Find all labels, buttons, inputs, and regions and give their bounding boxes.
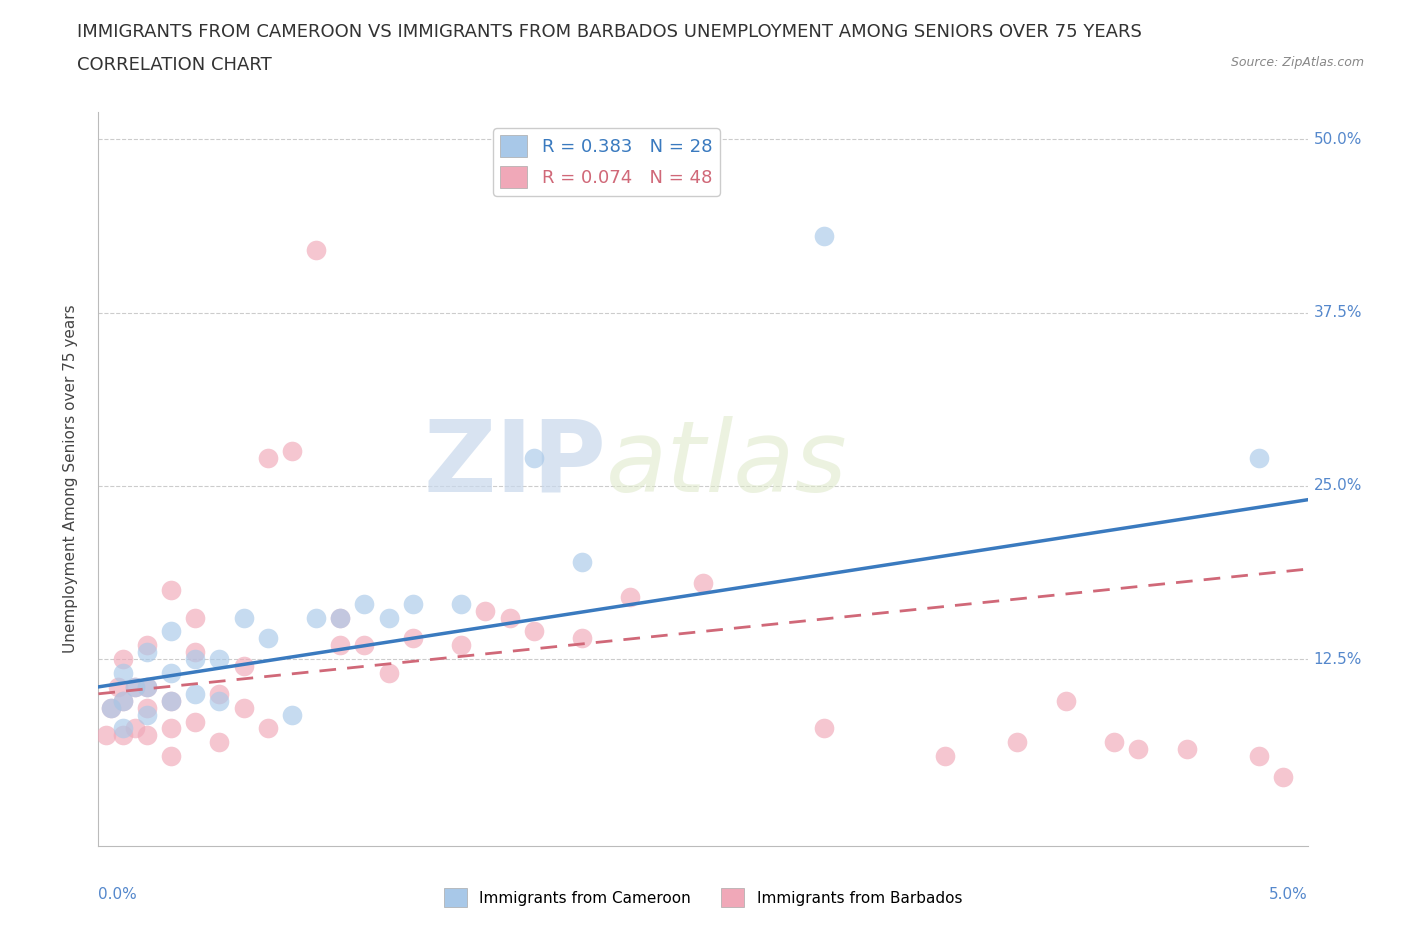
Point bbox=[232, 610, 254, 625]
Point bbox=[100, 700, 122, 715]
Point bbox=[100, 700, 122, 715]
Point bbox=[160, 721, 183, 736]
Point bbox=[135, 707, 157, 722]
Text: Source: ZipAtlas.com: Source: ZipAtlas.com bbox=[1230, 56, 1364, 69]
Point bbox=[160, 582, 183, 597]
Point bbox=[1272, 769, 1295, 784]
Point bbox=[256, 451, 278, 466]
Point bbox=[135, 700, 157, 715]
Point bbox=[353, 638, 375, 653]
Point bbox=[474, 604, 496, 618]
Point bbox=[523, 451, 546, 466]
Point bbox=[281, 707, 304, 722]
Point bbox=[813, 229, 835, 244]
Legend: R = 0.383   N = 28, R = 0.074   N = 48: R = 0.383 N = 28, R = 0.074 N = 48 bbox=[494, 128, 720, 195]
Point bbox=[160, 693, 183, 708]
Point bbox=[124, 721, 146, 736]
Point bbox=[281, 444, 304, 458]
Text: 50.0%: 50.0% bbox=[1313, 132, 1362, 147]
Point bbox=[329, 610, 352, 625]
Point bbox=[160, 693, 183, 708]
Point bbox=[523, 624, 546, 639]
Point bbox=[160, 624, 183, 639]
Point bbox=[111, 721, 134, 736]
Text: 12.5%: 12.5% bbox=[1313, 652, 1362, 667]
Point bbox=[329, 638, 352, 653]
Point bbox=[135, 680, 157, 695]
Point bbox=[107, 680, 129, 695]
Text: 37.5%: 37.5% bbox=[1313, 305, 1362, 320]
Point bbox=[450, 638, 472, 653]
Point bbox=[124, 680, 146, 695]
Point bbox=[692, 576, 714, 591]
Text: CORRELATION CHART: CORRELATION CHART bbox=[77, 56, 273, 73]
Point bbox=[208, 693, 231, 708]
Point bbox=[184, 644, 207, 659]
Point bbox=[111, 693, 134, 708]
Point bbox=[111, 728, 134, 743]
Point bbox=[619, 590, 641, 604]
Point bbox=[184, 610, 207, 625]
Point bbox=[135, 680, 157, 695]
Point bbox=[305, 610, 328, 625]
Point bbox=[571, 631, 593, 645]
Point bbox=[1054, 693, 1077, 708]
Text: ZIP: ZIP bbox=[423, 416, 606, 512]
Point bbox=[160, 749, 183, 764]
Point bbox=[256, 721, 278, 736]
Text: 0.0%: 0.0% bbox=[98, 886, 138, 902]
Point bbox=[450, 596, 472, 611]
Point bbox=[353, 596, 375, 611]
Point bbox=[184, 686, 207, 701]
Point bbox=[571, 554, 593, 569]
Text: atlas: atlas bbox=[606, 416, 848, 512]
Point bbox=[94, 728, 117, 743]
Point bbox=[135, 728, 157, 743]
Point bbox=[135, 644, 157, 659]
Point bbox=[184, 652, 207, 667]
Point bbox=[1249, 451, 1271, 466]
Text: IMMIGRANTS FROM CAMEROON VS IMMIGRANTS FROM BARBADOS UNEMPLOYMENT AMONG SENIORS : IMMIGRANTS FROM CAMEROON VS IMMIGRANTS F… bbox=[77, 23, 1142, 41]
Point bbox=[232, 700, 254, 715]
Point bbox=[377, 666, 399, 681]
Legend: Immigrants from Cameroon, Immigrants from Barbados: Immigrants from Cameroon, Immigrants fro… bbox=[437, 883, 969, 913]
Point bbox=[1007, 735, 1029, 750]
Point bbox=[111, 666, 134, 681]
Text: 25.0%: 25.0% bbox=[1313, 478, 1362, 494]
Point bbox=[124, 680, 146, 695]
Point bbox=[160, 666, 183, 681]
Point bbox=[1175, 742, 1198, 757]
Point bbox=[402, 631, 425, 645]
Point bbox=[232, 658, 254, 673]
Point bbox=[498, 610, 520, 625]
Point bbox=[1249, 749, 1271, 764]
Y-axis label: Unemployment Among Seniors over 75 years: Unemployment Among Seniors over 75 years bbox=[63, 305, 77, 653]
Point bbox=[135, 638, 157, 653]
Point bbox=[256, 631, 278, 645]
Point bbox=[329, 610, 352, 625]
Point bbox=[377, 610, 399, 625]
Point bbox=[1102, 735, 1125, 750]
Point bbox=[813, 721, 835, 736]
Point bbox=[208, 686, 231, 701]
Point bbox=[1128, 742, 1150, 757]
Point bbox=[208, 735, 231, 750]
Point bbox=[184, 714, 207, 729]
Point bbox=[111, 693, 134, 708]
Point bbox=[111, 652, 134, 667]
Point bbox=[305, 243, 328, 258]
Point bbox=[402, 596, 425, 611]
Point bbox=[208, 652, 231, 667]
Text: 5.0%: 5.0% bbox=[1268, 886, 1308, 902]
Point bbox=[934, 749, 956, 764]
